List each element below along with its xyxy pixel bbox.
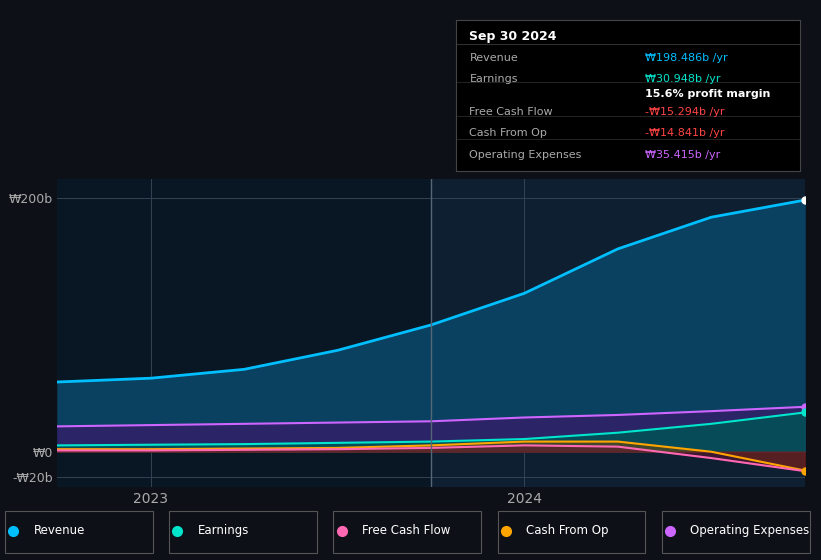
Text: Earnings: Earnings bbox=[198, 524, 250, 538]
Text: Revenue: Revenue bbox=[470, 53, 518, 63]
Bar bbox=[169, 511, 317, 553]
Text: Free Cash Flow: Free Cash Flow bbox=[470, 108, 553, 117]
Text: -₩14.841b /yr: -₩14.841b /yr bbox=[645, 128, 725, 138]
Text: ₩35.415b /yr: ₩35.415b /yr bbox=[645, 150, 721, 160]
Bar bbox=[662, 511, 810, 553]
Text: Cash From Op: Cash From Op bbox=[470, 128, 548, 138]
Bar bbox=[57, 179, 431, 487]
Bar bbox=[5, 511, 153, 553]
Text: Free Cash Flow: Free Cash Flow bbox=[362, 524, 451, 538]
Text: Sep 30 2024: Sep 30 2024 bbox=[470, 30, 557, 43]
Text: Revenue: Revenue bbox=[34, 524, 85, 538]
Bar bbox=[498, 511, 645, 553]
Text: 15.6% profit margin: 15.6% profit margin bbox=[645, 89, 771, 99]
Text: Operating Expenses: Operating Expenses bbox=[690, 524, 810, 538]
Text: Operating Expenses: Operating Expenses bbox=[470, 150, 582, 160]
Text: Earnings: Earnings bbox=[470, 74, 518, 84]
Text: ₩198.486b /yr: ₩198.486b /yr bbox=[645, 53, 728, 63]
Text: -₩15.294b /yr: -₩15.294b /yr bbox=[645, 108, 725, 117]
Text: ₩30.948b /yr: ₩30.948b /yr bbox=[645, 74, 721, 84]
Bar bbox=[333, 511, 481, 553]
Text: Cash From Op: Cash From Op bbox=[526, 524, 608, 538]
